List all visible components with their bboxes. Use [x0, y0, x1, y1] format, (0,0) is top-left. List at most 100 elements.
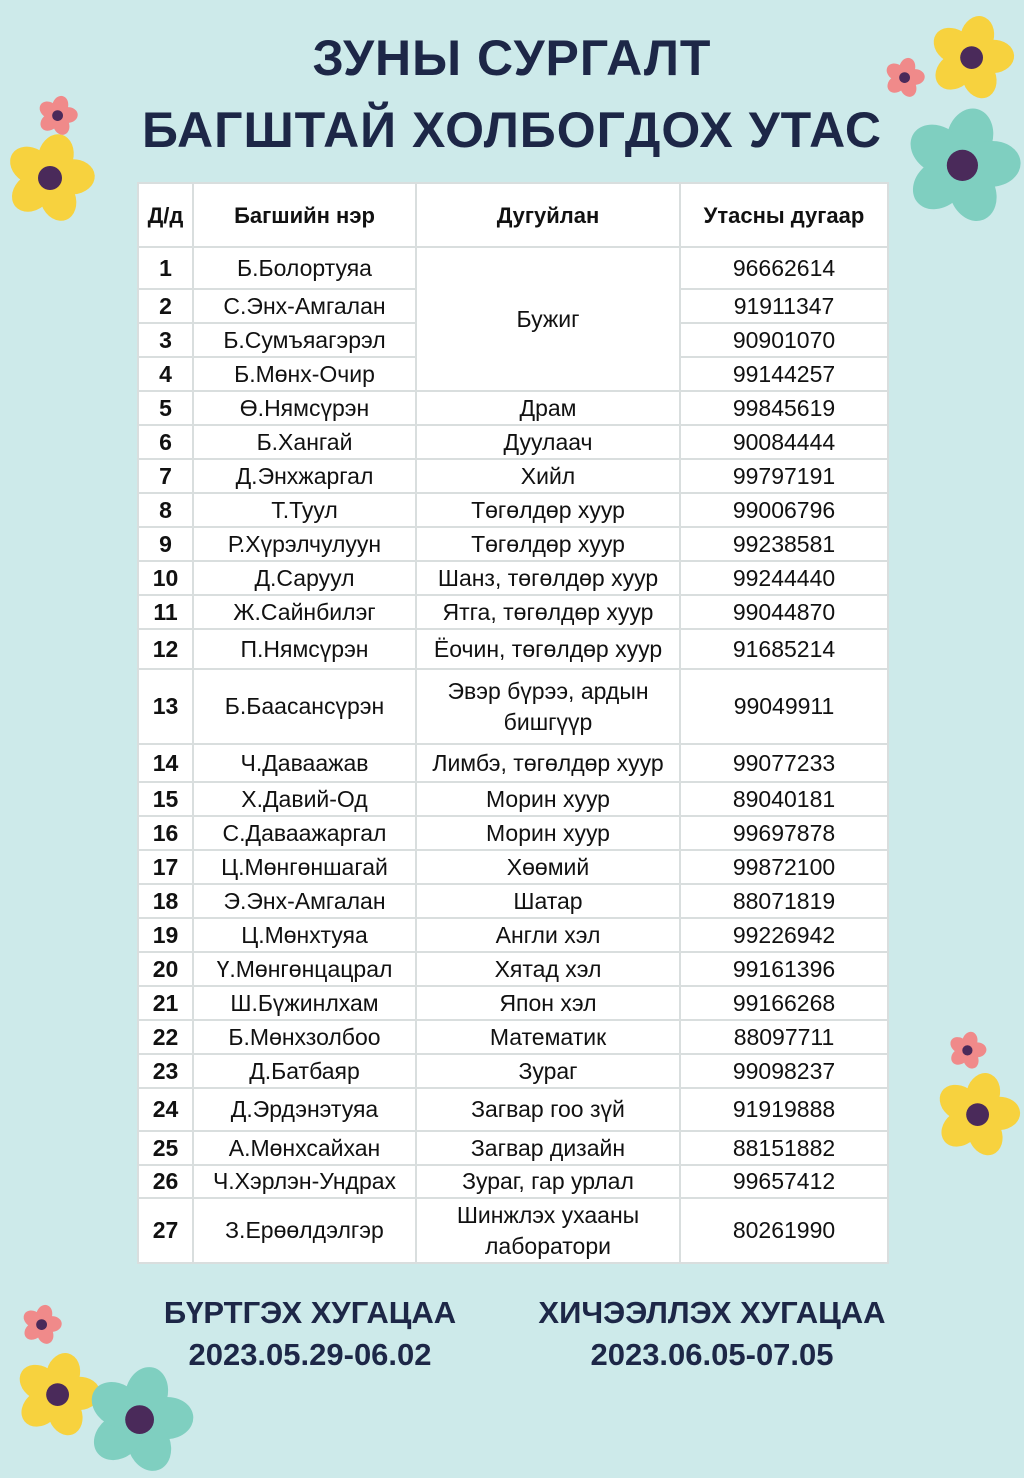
phone-number: 99098237: [679, 1053, 889, 1089]
phone-number: 99049911: [679, 668, 889, 745]
club-name: Дуулаач: [415, 424, 681, 460]
teacher-name: Э.Энх-Амгалан: [192, 883, 417, 919]
row-number: 26: [137, 1164, 194, 1199]
flower-icon: [40, 96, 79, 136]
club-name: Хятад хэл: [415, 951, 681, 987]
club-name: Төгөлдөр хуур: [415, 526, 681, 562]
table-row: 19 Ц.Мөнхтуяа Англи хэл 99226942: [137, 917, 889, 953]
teacher-name: Ү.Мөнгөнцацрал: [192, 951, 417, 987]
club-name: Драм: [415, 390, 681, 426]
table-row: 14 Ч.Даваажав Лимбэ, төгөлдөр хуур 99077233: [137, 743, 889, 783]
row-number: 19: [137, 917, 194, 953]
teacher-name: З.Ерөөлдэлгэр: [192, 1197, 417, 1264]
header-phone: Утасны дугаар: [679, 182, 889, 248]
phone-number: 80261990: [679, 1197, 889, 1264]
teacher-name: Б.Болортуяа: [192, 246, 417, 290]
flower-icon: [934, 16, 1015, 99]
row-number: 2: [137, 288, 194, 324]
table-row: 9 Р.Хүрэлчулуун Төгөлдөр хуур 99238581: [137, 526, 889, 562]
row-number: 6: [137, 424, 194, 460]
phone-number: 99161396: [679, 951, 889, 987]
phone-number: 88097711: [679, 1019, 889, 1055]
phone-number: 99006796: [679, 492, 889, 528]
row-number: 18: [137, 883, 194, 919]
table-row: 17 Ц.Мөнгөншагай Хөөмий 99872100: [137, 849, 889, 885]
poster-title: ЗУНЫ СУРГАЛТ: [312, 30, 712, 86]
teacher-name: Ч.Даваажав: [192, 743, 417, 783]
table-row: 2 С.Энх-Амгалан 91911347: [137, 288, 889, 324]
phone-number: 88151882: [679, 1130, 889, 1166]
teacher-name: Ө.Нямсүрэн: [192, 390, 417, 426]
table-row: 26 Ч.Хэрлэн-Ундрах Зураг, гар урлал 9965741…: [137, 1164, 889, 1199]
row-number: 23: [137, 1053, 194, 1089]
table-row: 22 Б.Мөнхзолбоо Математик 88097711: [137, 1019, 889, 1055]
teacher-name: Б.Мөнх-Очир: [192, 356, 417, 392]
table-row: 8 Т.Туул Төгөлдөр хуур 99006796: [137, 492, 889, 528]
row-number: 27: [137, 1197, 194, 1264]
header-no: Д/д: [137, 182, 194, 248]
phone-number: 99166268: [679, 985, 889, 1021]
table-row: 6 Б.Хангай Дуулаач 90084444: [137, 424, 889, 460]
teacher-name: Д.Саруул: [192, 560, 417, 596]
phone-number: 99697878: [679, 815, 889, 851]
teacher-name: Х.Давий-Од: [192, 781, 417, 817]
club-name: Математик: [415, 1019, 681, 1055]
teacher-name: Б.Сумъяагэрэл: [192, 322, 417, 358]
table-row: 24 Д.Эрдэнэтуяа Загвар гоо зүй 91919888: [137, 1087, 889, 1132]
table-row: 21 Ш.Бүжинлхам Япон хэл 99166268: [137, 985, 889, 1021]
phone-number: 99044870: [679, 594, 889, 630]
phone-number: 91685214: [679, 628, 889, 670]
phone-number: 99238581: [679, 526, 889, 562]
club-name: Япон хэл: [415, 985, 681, 1021]
teacher-name: А.Мөнхсайхан: [192, 1130, 417, 1166]
teacher-contacts-table: Д/д Багшийн нэр Дугуйлан Утасны дугаар 1…: [137, 182, 889, 1264]
phone-number: 99244440: [679, 560, 889, 596]
table-row: 27 З.Ерөөлдэлгэр Шинжлэх ухааны лаборатори…: [137, 1197, 889, 1264]
table-row: 25 А.Мөнхсайхан Загвар дизайн 88151882: [137, 1130, 889, 1166]
row-number: 9: [137, 526, 194, 562]
teacher-name: Ч.Хэрлэн-Ундрах: [192, 1164, 417, 1199]
club-name: Лимбэ, төгөлдөр хуур: [415, 743, 681, 783]
phone-number: 99797191: [679, 458, 889, 494]
row-number: 14: [137, 743, 194, 783]
phone-number: 99226942: [679, 917, 889, 953]
flower-icon: [20, 1353, 101, 1436]
header-club: Дугуйлан: [415, 182, 681, 248]
teacher-name: С.Даваажаргал: [192, 815, 417, 851]
flower-icon: [950, 1031, 987, 1069]
club-name: Шатар: [415, 883, 681, 919]
club-name: Зураг: [415, 1053, 681, 1089]
flower-icon: [910, 108, 1021, 221]
table-row: 7 Д.Энхжаргал Хийл 99797191: [137, 458, 889, 494]
row-number: 4: [137, 356, 194, 392]
phone-number: 99077233: [679, 743, 889, 783]
row-number: 3: [137, 322, 194, 358]
club-name: Шинжлэх ухааны лаборатори: [415, 1197, 681, 1264]
row-number: 20: [137, 951, 194, 987]
club-name: Төгөлдөр хуур: [415, 492, 681, 528]
phone-number: 99657412: [679, 1164, 889, 1199]
table-row: 18 Э.Энх-Амгалан Шатар 88071819: [137, 883, 889, 919]
phone-number: 90084444: [679, 424, 889, 460]
row-number: 25: [137, 1130, 194, 1166]
table-row: 5 Ө.Нямсүрэн Драм 99845619: [137, 390, 889, 426]
club-name: Бужиг: [415, 246, 681, 392]
teacher-name: Д.Эрдэнэтуяа: [192, 1087, 417, 1132]
table-row: 13 Б.Баасансүрэн Эвэр бүрээ, ардын бишгүүр…: [137, 668, 889, 745]
teacher-name: Ж.Сайнбилэг: [192, 594, 417, 630]
club-name: Морин хуур: [415, 781, 681, 817]
row-number: 7: [137, 458, 194, 494]
club-name: Ёочин, төгөлдөр хуур: [415, 628, 681, 670]
flower-icon: [940, 1073, 1021, 1156]
phone-number: 89040181: [679, 781, 889, 817]
table-row: 20 Ү.Мөнгөнцацрал Хятад хэл 99161396: [137, 951, 889, 987]
phone-number: 99144257: [679, 356, 889, 392]
club-name: Англи хэл: [415, 917, 681, 953]
table-row: 15 Х.Давий-Од Морин хуур 89040181: [137, 781, 889, 817]
club-name: Эвэр бүрээ, ардын бишгүүр: [415, 668, 681, 745]
header-name: Багшийн нэр: [192, 182, 417, 248]
table-row: 23 Д.Батбаяр Зураг 99098237: [137, 1053, 889, 1089]
row-number: 5: [137, 390, 194, 426]
club-name: Ятга, төгөлдөр хуур: [415, 594, 681, 630]
table-row: 16 С.Даваажаргал Морин хуур 99697878: [137, 815, 889, 851]
